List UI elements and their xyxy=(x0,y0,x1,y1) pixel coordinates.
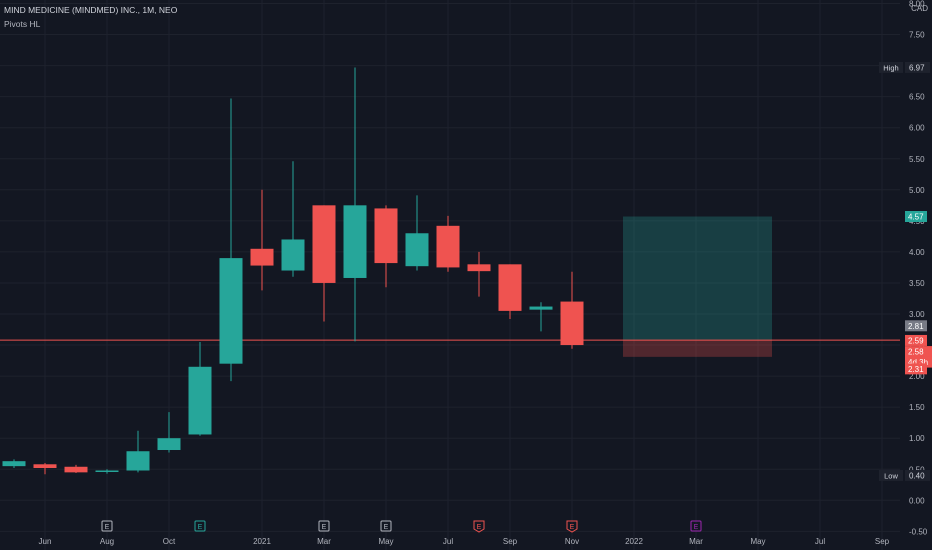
x-tick-label: 2022 xyxy=(625,537,643,546)
x-tick-label: Jul xyxy=(815,537,825,546)
pivot-low-label: Low 0.40 xyxy=(879,469,930,481)
earnings-icon xyxy=(690,520,702,532)
candle-body xyxy=(498,264,522,311)
candle-body xyxy=(374,208,398,264)
candle-body xyxy=(436,225,460,268)
earnings-letter: E xyxy=(105,524,110,531)
earnings-letter: E xyxy=(694,524,699,531)
x-tick-label: Sep xyxy=(875,537,890,546)
y-tick-label: 6.50 xyxy=(909,93,925,102)
x-tick-label: Mar xyxy=(689,537,703,546)
earnings-icon xyxy=(380,520,392,532)
price-label: 2.31 xyxy=(908,365,924,374)
earnings-letter: E xyxy=(384,524,389,531)
pivot-low-label-value-bg xyxy=(905,469,930,481)
pivot-high-label-text: High xyxy=(883,63,898,72)
pivot-high-label-value-bg xyxy=(905,61,930,73)
price-label-bg xyxy=(905,334,927,346)
pivot-high-label: High 6.97 xyxy=(879,61,930,73)
y-tick-label: 1.00 xyxy=(909,434,925,443)
candle-body xyxy=(312,205,336,283)
candle-body xyxy=(33,464,57,469)
x-tick-label: Aug xyxy=(100,537,114,546)
x-tick-label: Oct xyxy=(163,537,176,546)
position-target-zone xyxy=(623,216,772,341)
pivot-high-label-bg xyxy=(879,61,903,73)
indicator-label[interactable]: Pivots HL xyxy=(4,19,41,29)
currency-label: CAD xyxy=(911,4,928,13)
price-label: 2.81 xyxy=(908,322,924,331)
y-tick-label: 6.00 xyxy=(909,124,925,133)
price-label: 4d 3h xyxy=(908,358,928,367)
price-label: 2.59 xyxy=(908,336,924,345)
candle-body xyxy=(405,233,429,267)
candle-body xyxy=(219,258,243,364)
x-tick-label: Jul xyxy=(443,537,453,546)
y-tick-label: 0.50 xyxy=(909,465,925,474)
x-tick-label: May xyxy=(750,537,765,546)
candle-body xyxy=(560,301,584,346)
y-tick-label: 5.50 xyxy=(909,155,925,164)
price-label-bg xyxy=(905,363,927,375)
candle-body xyxy=(467,264,491,272)
grid xyxy=(0,0,900,550)
earnings-letter: E xyxy=(477,524,482,531)
price-label-bg xyxy=(905,320,927,332)
x-tick-label: Nov xyxy=(565,537,579,546)
x-tick-label: Mar xyxy=(317,537,331,546)
price-label-bg xyxy=(905,211,927,223)
price-label-bg xyxy=(905,346,932,358)
y-tick-label: 3.00 xyxy=(909,310,925,319)
candle-body xyxy=(64,466,88,473)
price-label-bg xyxy=(905,356,932,368)
candle-body xyxy=(95,470,119,472)
x-axis: Jun Aug Oct 2021 Mar May Jul Sep Nov 2022 Mar May Ju… xyxy=(39,537,890,546)
y-tick-label: 7.50 xyxy=(909,31,925,40)
y-tick-label: 1.50 xyxy=(909,403,925,412)
candle-body xyxy=(2,461,26,467)
y-tick-label: 2.00 xyxy=(909,372,925,381)
candle-body xyxy=(529,306,553,310)
y-tick-label: -0.50 xyxy=(909,527,928,536)
position-stop-zone xyxy=(623,340,772,357)
price-label: 4.57 xyxy=(908,213,924,222)
y-axis: -0.500.000.501.001.502.002.503.003.504.0… xyxy=(909,0,928,536)
earnings-icon xyxy=(473,520,485,533)
earnings-letter: E xyxy=(198,524,203,531)
earnings-icon xyxy=(566,520,578,533)
y-tick-label: 3.50 xyxy=(909,279,925,288)
y-tick-label: 8.00 xyxy=(909,0,925,9)
price-label: 2.58 xyxy=(908,348,924,357)
pivot-low-label-text: Low xyxy=(884,471,898,480)
candles xyxy=(2,67,584,475)
x-tick-label: 2021 xyxy=(253,537,271,546)
x-tick-label: Jun xyxy=(39,537,52,546)
candle-body xyxy=(188,366,212,435)
y-tick-label: 0.00 xyxy=(909,496,925,505)
earnings-icon xyxy=(101,520,113,532)
pivot-high-label-value: 6.97 xyxy=(909,63,925,72)
candle-body xyxy=(281,239,305,271)
earnings-icon xyxy=(194,520,206,532)
pivot-low-label-bg xyxy=(879,469,903,481)
y-tick-label: 5.00 xyxy=(909,186,925,195)
candle-body xyxy=(157,438,181,450)
candle-body xyxy=(343,205,367,278)
pivot-low-label-value: 0.40 xyxy=(909,471,925,480)
symbol-title: MIND MEDICINE (MINDMED) INC., 1M, NEO xyxy=(4,5,178,15)
x-tick-label: May xyxy=(378,537,393,546)
y-tick-label: 4.00 xyxy=(909,248,925,257)
x-tick-label: Sep xyxy=(503,537,518,546)
earnings-letter: E xyxy=(322,524,327,531)
candle-body xyxy=(250,248,274,266)
earnings-icon xyxy=(318,520,330,532)
candle-body xyxy=(126,451,150,471)
earnings-letter: E xyxy=(570,524,575,531)
